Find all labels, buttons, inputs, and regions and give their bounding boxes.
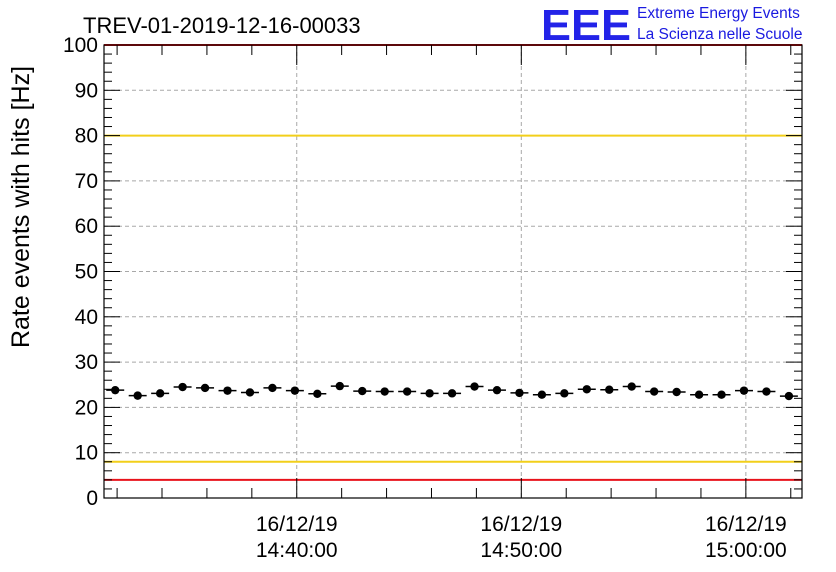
x-tick-time: 15:00:00 (705, 539, 787, 562)
data-point (649, 387, 659, 396)
y-tick-label: 80 (75, 125, 98, 148)
data-point (762, 387, 771, 396)
data-point (492, 385, 502, 395)
y-tick-label: 90 (75, 79, 98, 102)
x-tick-time: 14:40:00 (256, 539, 338, 562)
data-point (515, 388, 524, 398)
data-point (155, 389, 165, 398)
axis-ticks (104, 44, 802, 499)
data-point (582, 385, 591, 394)
data-point (268, 383, 277, 393)
data-point (605, 385, 614, 394)
data-point (245, 388, 255, 397)
tick-labels: 0 10 20 30 40 50 60 70 80 90 100 16/12/19 14:40:00 16… (63, 34, 787, 562)
data-point (425, 389, 434, 398)
data-point (784, 391, 794, 401)
eee-logo: EEE Extreme Energy Events La Scienza nel… (541, 1, 802, 50)
y-tick-label: 70 (75, 170, 98, 193)
chart-title: TREV-01-2019-12-16-00033 (83, 13, 361, 38)
data-point (133, 391, 142, 400)
data-point (223, 386, 232, 395)
y-tick-label: 30 (75, 351, 98, 374)
data-point (739, 386, 749, 395)
data-point (447, 389, 457, 398)
data-point (178, 382, 187, 392)
data-points (106, 381, 798, 401)
y-tick-label: 10 (75, 442, 98, 465)
data-point (627, 382, 636, 391)
logo-line-1: Extreme Energy Events (637, 5, 800, 22)
data-point (537, 390, 547, 399)
data-point (200, 383, 210, 393)
data-point (560, 389, 569, 398)
y-tick-label: 40 (75, 306, 98, 329)
y-axis-label: Rate events with hits [Hz] (7, 66, 35, 348)
y-tick-label: 20 (75, 396, 98, 419)
x-tick-date: 16/12/19 (705, 513, 787, 536)
y-tick-label: 0 (86, 487, 98, 510)
grid-layer (104, 45, 802, 498)
data-point (694, 390, 704, 399)
data-point (313, 389, 322, 399)
logo-letters: EEE (541, 1, 631, 50)
data-point (380, 387, 389, 396)
data-point (111, 385, 120, 395)
data-point (402, 387, 412, 396)
data-point (335, 381, 344, 391)
data-point (717, 390, 726, 399)
data-point (470, 382, 479, 391)
y-tick-label: 60 (75, 215, 98, 238)
y-tick-label: 100 (63, 34, 98, 57)
x-tick-date: 16/12/19 (256, 513, 338, 536)
data-point (358, 386, 367, 396)
data-point (290, 386, 300, 395)
reference-lines (104, 44, 802, 481)
x-tick-date: 16/12/19 (480, 513, 562, 536)
logo-line-2: La Scienza nelle Scuole (637, 26, 802, 43)
y-tick-label: 50 (75, 261, 98, 284)
data-point (672, 387, 681, 397)
x-tick-time: 14:50:00 (480, 539, 562, 562)
plot-frame (103, 44, 803, 499)
